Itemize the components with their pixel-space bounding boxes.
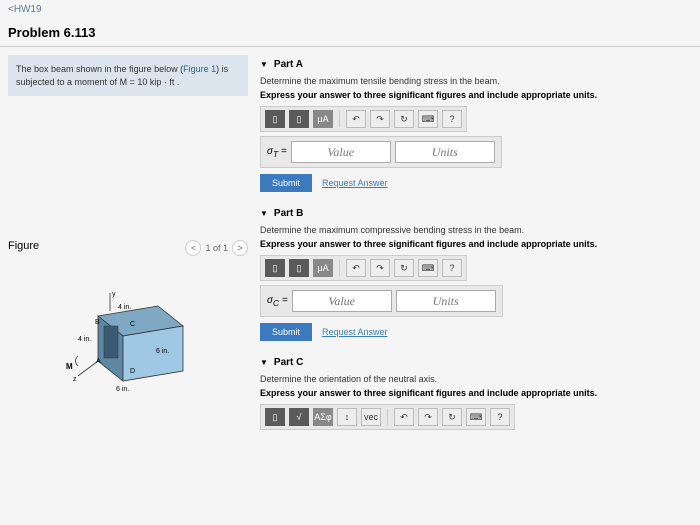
format-button-1[interactable]: ▯ — [265, 259, 285, 277]
format-button-1[interactable]: ▯ — [265, 408, 285, 426]
part-a-instr: Express your answer to three significant… — [260, 90, 692, 106]
part-a-title: Part A — [274, 59, 303, 70]
collapse-icon: ▼ — [260, 60, 268, 69]
part-b-answer: σC = — [260, 285, 503, 317]
figure-next-button[interactable]: > — [232, 240, 248, 256]
format-button-1[interactable]: ▯ — [265, 110, 285, 128]
request-answer-b[interactable]: Request Answer — [322, 327, 388, 337]
arrows-button[interactable]: ↕ — [337, 408, 357, 426]
submit-button-b[interactable]: Submit — [260, 323, 312, 341]
figure-nav: < 1 of 1 > — [185, 240, 248, 256]
figure-link[interactable]: Figure 1 — [183, 64, 216, 74]
collapse-icon: ▼ — [260, 209, 268, 218]
part-b-toolbar: ▯ ▯ μA ↶ ↷ ↻ ⌨ ? — [260, 255, 467, 281]
pt-b: B — [95, 319, 100, 326]
undo-button[interactable]: ↶ — [346, 259, 366, 277]
part-b-instr: Express your answer to three significant… — [260, 239, 692, 255]
part-c-title: Part C — [274, 357, 303, 368]
pt-d: D — [130, 368, 135, 375]
part-c-header[interactable]: ▼ Part C — [260, 353, 692, 372]
pt-c: C — [130, 321, 135, 328]
toolbar-sep — [387, 409, 388, 425]
part-b-header[interactable]: ▼ Part B — [260, 204, 692, 223]
format-button-2[interactable]: ▯ — [289, 110, 309, 128]
keyboard-button[interactable]: ⌨ — [418, 110, 438, 128]
part-a-desc: Determine the maximum tensile bending st… — [260, 74, 692, 90]
part-a-answer: σT = — [260, 136, 502, 168]
submit-button-a[interactable]: Submit — [260, 174, 312, 192]
mu-button[interactable]: μA — [313, 259, 333, 277]
toolbar-sep — [339, 260, 340, 276]
redo-button[interactable]: ↷ — [370, 259, 390, 277]
nav-back-link[interactable]: <HW19 — [0, 0, 700, 19]
help-button[interactable]: ? — [442, 110, 462, 128]
part-a-toolbar: ▯ ▯ μA ↶ ↷ ↻ ⌨ ? — [260, 106, 467, 132]
part-c-toolbar: ▯ √ ΑΣφ ↕ vec ↶ ↷ ↻ ⌨ ? — [260, 404, 515, 430]
sigma-t-label: σT = — [267, 146, 287, 159]
moment-label: M — [66, 362, 73, 371]
beam-diagram: y z M 4 in. 4 in. 6 in. 6 in. B C A D — [48, 281, 208, 401]
problem-info: The box beam shown in the figure below (… — [8, 55, 248, 96]
undo-button[interactable]: ↶ — [394, 408, 414, 426]
figure-counter: 1 of 1 — [205, 243, 228, 253]
reset-button[interactable]: ↻ — [394, 110, 414, 128]
info-text-1: The box beam shown in the figure below ( — [16, 64, 183, 74]
left-column: The box beam shown in the figure below (… — [8, 55, 248, 442]
figure-prev-button[interactable]: < — [185, 240, 201, 256]
reset-button[interactable]: ↻ — [442, 408, 462, 426]
format-button-2[interactable]: ▯ — [289, 259, 309, 277]
redo-button[interactable]: ↷ — [370, 110, 390, 128]
part-c-instr: Express your answer to three significant… — [260, 388, 692, 404]
part-b-desc: Determine the maximum compressive bendin… — [260, 223, 692, 239]
value-input-b[interactable] — [292, 290, 392, 312]
figure-section: Figure < 1 of 1 > y z — [8, 236, 248, 406]
pt-a: A — [96, 358, 101, 365]
toolbar-sep — [339, 111, 340, 127]
figure-title-row: Figure < 1 of 1 > — [8, 236, 248, 256]
redo-button[interactable]: ↷ — [418, 408, 438, 426]
keyboard-button[interactable]: ⌨ — [466, 408, 486, 426]
units-input-a[interactable] — [395, 141, 495, 163]
undo-button[interactable]: ↶ — [346, 110, 366, 128]
mu-button[interactable]: μA — [313, 110, 333, 128]
help-button[interactable]: ? — [442, 259, 462, 277]
reset-button[interactable]: ↻ — [394, 259, 414, 277]
figure-label: Figure — [8, 240, 39, 252]
value-input-a[interactable] — [291, 141, 391, 163]
dim-left: 4 in. — [78, 336, 91, 343]
collapse-icon: ▼ — [260, 358, 268, 367]
dim-bottom: 6 in. — [116, 386, 129, 393]
axis-z: z — [73, 376, 77, 383]
request-answer-a[interactable]: Request Answer — [322, 178, 388, 188]
help-button[interactable]: ? — [490, 408, 510, 426]
part-a-submit-row: Submit Request Answer — [260, 174, 692, 192]
units-input-b[interactable] — [396, 290, 496, 312]
right-column: ▼ Part A Determine the maximum tensile b… — [260, 55, 692, 442]
part-c: ▼ Part C Determine the orientation of th… — [260, 353, 692, 430]
part-b: ▼ Part B Determine the maximum compressi… — [260, 204, 692, 341]
dim-top: 4 in. — [118, 304, 131, 311]
part-a-header[interactable]: ▼ Part A — [260, 55, 692, 74]
part-b-submit-row: Submit Request Answer — [260, 323, 692, 341]
figure-image: y z M 4 in. 4 in. 6 in. 6 in. B C A D — [8, 276, 248, 406]
sigma-button[interactable]: ΑΣφ — [313, 408, 333, 426]
part-a: ▼ Part A Determine the maximum tensile b… — [260, 55, 692, 192]
sqrt-button[interactable]: √ — [289, 408, 309, 426]
vec-button[interactable]: vec — [361, 408, 381, 426]
dim-right: 6 in. — [156, 348, 169, 355]
axis-y: y — [112, 291, 116, 298]
sigma-c-label: σC = — [267, 295, 288, 308]
part-b-title: Part B — [274, 208, 303, 219]
keyboard-button[interactable]: ⌨ — [418, 259, 438, 277]
info-moment: M = 10 kip · ft . — [120, 77, 180, 87]
content-area: The box beam shown in the figure below (… — [0, 47, 700, 450]
problem-title: Problem 6.113 — [0, 19, 700, 47]
part-c-desc: Determine the orientation of the neutral… — [260, 372, 692, 388]
